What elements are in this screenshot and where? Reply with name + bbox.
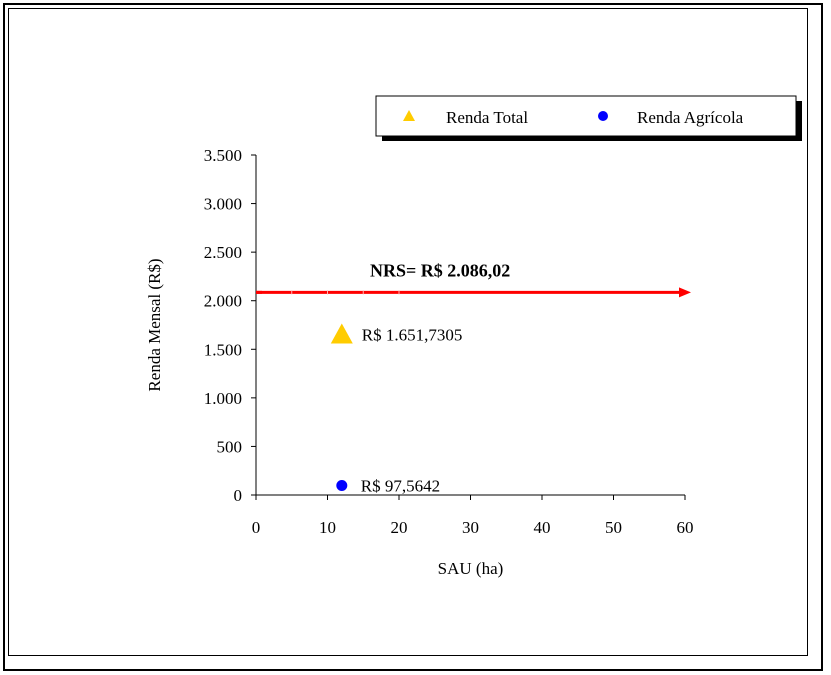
y-tick-label: 3.500 [204, 146, 242, 165]
y-tick-label: 1.500 [204, 340, 242, 359]
x-tick-label: 20 [391, 518, 408, 537]
data-label-renda-total: R$ 1.651,7305 [362, 326, 463, 345]
x-tick-label: 10 [319, 518, 336, 537]
legend: Renda Total Renda Agrícola [375, 95, 802, 141]
y-tick-label: 3.000 [204, 195, 242, 214]
y-tick-label: 2.500 [204, 243, 242, 262]
chart-outer-frame [3, 3, 823, 671]
legend-label-renda-agricola: Renda Agrícola [637, 108, 744, 127]
x-tick-label: 30 [462, 518, 479, 537]
y-tick-label: 0 [234, 486, 243, 505]
data-label-renda-agricola: R$ 97,5642 [361, 477, 440, 496]
data-points: R$ 1.651,7305 R$ 97,5642 [330, 323, 463, 496]
chart-inner-frame [8, 8, 808, 656]
reference-line-group: NRS= R$ 2.086,02 [256, 260, 691, 298]
x-tick-label: 50 [605, 518, 622, 537]
y-tick-label: 500 [217, 437, 243, 456]
y-tick-label: 1.000 [204, 389, 242, 408]
x-axis-label: SAU (ha) [438, 559, 504, 578]
point-renda-agricola [336, 480, 348, 492]
x-tick-label: 60 [677, 518, 694, 537]
point-renda-total [330, 323, 353, 344]
legend-box [375, 95, 797, 137]
x-tick-label: 0 [252, 518, 261, 537]
y-axis-label: Renda Mensal (R$) [145, 258, 164, 391]
reference-line-label: NRS= R$ 2.086,02 [370, 260, 510, 280]
axes: 0 500 1.000 1.500 2.000 2.500 3.000 3.500 0 10 20 3… [145, 146, 694, 578]
legend-label-renda-total: Renda Total [446, 108, 528, 127]
y-tick-label: 2.000 [204, 292, 242, 311]
reference-line-arrowhead [679, 287, 691, 298]
legend-circle-icon [598, 111, 608, 121]
legend-triangle-icon [403, 110, 415, 121]
x-tick-label: 40 [534, 518, 551, 537]
